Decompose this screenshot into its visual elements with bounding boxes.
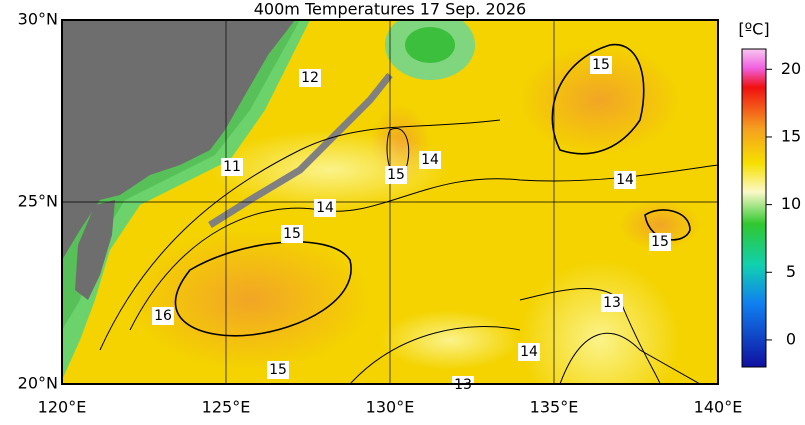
cool-area <box>520 260 680 384</box>
colorbar-tick-label: 20 <box>781 59 801 78</box>
cool-area <box>380 310 520 370</box>
warm-area <box>130 230 370 370</box>
colorbar-ticks: 0 5 10 15 20 <box>766 59 801 348</box>
lon-label: 135°E <box>530 398 579 417</box>
lon-label: 120°E <box>38 398 87 417</box>
colorbar-tick-label: 5 <box>786 262 796 281</box>
islands <box>208 72 393 228</box>
lon-label: 130°E <box>366 398 415 417</box>
colorbar-tick-label: 15 <box>781 126 801 145</box>
contour-label: 15 <box>269 362 287 378</box>
contour-label: 14 <box>616 172 634 188</box>
warm-area <box>620 200 700 250</box>
contour-label-box <box>614 171 636 189</box>
contour-label-box <box>419 151 441 169</box>
contour-label-box <box>281 225 303 243</box>
contour-label: 13 <box>603 295 621 311</box>
contour-label: 14 <box>520 344 538 360</box>
lat-label: 25°N <box>18 192 58 211</box>
contour-label: 15 <box>651 234 669 250</box>
contour-label: 15 <box>283 226 301 242</box>
warm-area <box>520 45 680 155</box>
map-frame <box>61 19 719 385</box>
contour-label-box <box>299 69 321 87</box>
lon-label: 125°E <box>202 398 251 417</box>
contour-label: 15 <box>387 167 405 183</box>
lon-label: 140°E <box>694 398 743 417</box>
land <box>62 20 295 260</box>
land-taiwan <box>75 200 115 300</box>
lat-label: 20°N <box>18 374 58 393</box>
contour-label: 12 <box>301 70 319 86</box>
contour-label: 14 <box>316 200 334 216</box>
contour-label: 15 <box>592 57 610 73</box>
contour-label: 16 <box>154 308 172 324</box>
contour-label-box <box>649 233 671 251</box>
contour-label: 11 <box>223 159 241 175</box>
colorbar-tick-label: 10 <box>781 194 801 213</box>
contour-label: 14 <box>421 152 439 168</box>
contour-label-box <box>590 56 612 74</box>
contour-label-box <box>267 361 289 379</box>
contour-label-box <box>385 166 407 184</box>
lat-label: 30°N <box>18 10 58 29</box>
contour-label-box <box>601 294 623 312</box>
contour-label-box <box>314 199 336 217</box>
title: 400m Temperatures 17 Sep. 2026 <box>254 0 526 19</box>
colorbar-label: [ºC] <box>738 20 769 39</box>
contour-label-box <box>152 307 174 325</box>
colorbar <box>741 48 767 368</box>
colorbar-tick-label: 0 <box>786 329 796 348</box>
cold-eddy <box>405 27 455 63</box>
contour-label-box <box>518 343 540 361</box>
contour-label-box <box>221 158 243 176</box>
